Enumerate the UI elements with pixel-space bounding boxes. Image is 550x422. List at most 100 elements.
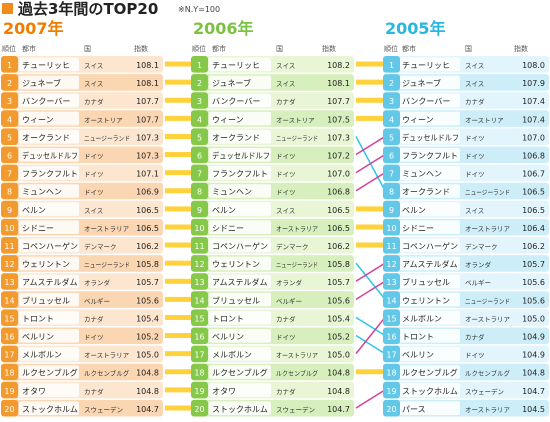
col-header-index: 指数 [514, 44, 528, 53]
rank-badge [1, 128, 18, 145]
country-name: スイス [465, 207, 484, 215]
country-name: ドイツ [276, 153, 296, 161]
country-name: カナダ [465, 333, 485, 342]
city-name: ベルリン [22, 333, 54, 342]
rank-badge [191, 291, 208, 308]
city-name: バンクーバー [402, 97, 450, 106]
index-value: 104.7 [136, 405, 159, 414]
rank-badge [191, 345, 208, 363]
city-name: ウィーン [212, 115, 244, 124]
index-value: 107.1 [136, 170, 159, 179]
country-name: オーストラリア [465, 406, 510, 414]
index-value: 105.8 [327, 260, 350, 269]
index-value: 104.9 [522, 351, 545, 360]
rank-number: 1 [389, 61, 394, 70]
index-value: 105.7 [327, 278, 350, 287]
rank-connectors [165, 61, 386, 411]
index-value: 105.0 [136, 351, 159, 360]
index-value: 107.0 [522, 133, 545, 142]
city-cell [399, 166, 460, 180]
title-square-icon [2, 3, 13, 14]
rank-number: 17 [194, 351, 204, 360]
country-name: ニュージーランド [465, 189, 510, 197]
rank-badge [1, 291, 18, 308]
rank-badge [191, 399, 208, 417]
rank-number: 14 [194, 296, 204, 305]
city-name: オークランド [212, 133, 260, 142]
rank-badge [1, 363, 18, 381]
city-name: ジュネーブ [22, 78, 61, 88]
city-name: ストックホルム [402, 387, 458, 396]
rank-number: 10 [194, 224, 204, 233]
city-cell [399, 57, 460, 72]
chart-note: ※N.Y=100 [178, 5, 220, 14]
rank-number: 6 [389, 152, 394, 161]
country-name: カナダ [84, 387, 104, 396]
city-cell [399, 292, 460, 307]
country-name: ドイツ [465, 352, 485, 360]
index-value: 106.8 [327, 188, 350, 197]
city-cell [19, 310, 79, 325]
country-name: オランダ [276, 278, 303, 287]
city-name: ベルリン [402, 351, 434, 360]
city-cell [399, 148, 460, 162]
city-name: ストックホルム [212, 405, 268, 414]
rank-badge [1, 218, 18, 236]
year-heading: 2006年 [193, 19, 254, 38]
city-cell [19, 166, 79, 180]
rank-number: 10 [386, 224, 396, 233]
country-name: ベルギー [276, 297, 302, 305]
country-name: オーストラリア [84, 352, 130, 360]
rank-number: 3 [197, 97, 202, 106]
rank-badge [191, 273, 208, 290]
city-cell [399, 347, 460, 361]
country-name: ドイツ [84, 153, 104, 161]
rank-number: 5 [389, 133, 394, 142]
city-name: チューリッヒ [22, 61, 70, 70]
index-value: 106.2 [522, 242, 545, 251]
rank-number: 9 [7, 206, 12, 215]
rank-number: 16 [4, 333, 14, 342]
country-name: スイス [465, 80, 484, 88]
city-cell [209, 111, 271, 126]
city-name: フランクフルト [22, 170, 78, 179]
city-name: コペンハーゲン [22, 241, 78, 251]
rank-number: 16 [386, 333, 396, 342]
city-cell [19, 220, 79, 234]
rank-number: 5 [7, 133, 12, 142]
city-name: フランクフルト [212, 170, 268, 179]
index-value: 107.0 [327, 170, 350, 179]
country-name: デンマーク [84, 242, 117, 251]
rank-number: 14 [4, 296, 14, 305]
rank-number: 11 [386, 242, 396, 251]
country-name: オーストリア [465, 116, 504, 124]
city-cell [399, 256, 460, 271]
index-value: 106.4 [522, 224, 545, 233]
city-cell [399, 75, 460, 90]
index-value: 107.3 [136, 152, 159, 161]
col-header-city: 都市 [402, 44, 416, 53]
rank-badge [191, 56, 208, 73]
city-cell [209, 166, 271, 180]
city-name: ミュンヘン [22, 188, 62, 197]
city-cell [209, 93, 271, 108]
city-name: ジュネーブ [402, 78, 441, 88]
city-name: デュッセルドルフ [212, 151, 270, 161]
rank-connector-line [355, 280, 386, 300]
country-name: オーストラリア [465, 225, 510, 233]
city-cell [19, 365, 79, 379]
city-name: メルボルン [22, 351, 62, 360]
city-cell [399, 329, 460, 343]
index-value: 105.4 [327, 314, 350, 323]
index-value: 105.2 [327, 333, 350, 342]
rank-badge [191, 146, 208, 164]
year-panel-1 [191, 56, 354, 417]
rank-number: 3 [389, 97, 394, 106]
country-name: スイス [276, 62, 295, 70]
city-name: チューリッヒ [402, 61, 450, 70]
city-cell [399, 238, 460, 253]
country-name: オーストラリア [84, 225, 130, 233]
country-name: スイス [276, 80, 295, 88]
rank-number: 2 [197, 79, 202, 88]
